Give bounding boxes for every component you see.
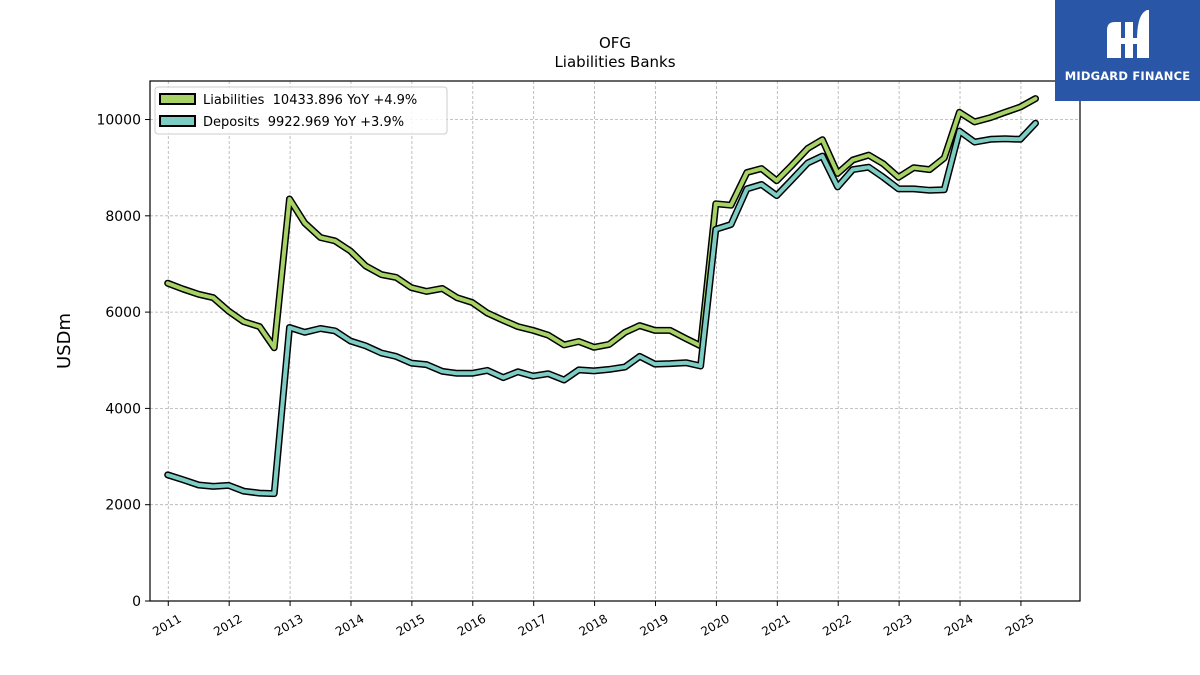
x-tick-label: 2012 (211, 611, 244, 638)
legend-swatch-deposits (159, 115, 196, 127)
chart-subtitle: Liabilities Banks (554, 53, 675, 71)
x-tick-label: 2019 (638, 611, 671, 638)
series-outline-deposits (164, 119, 1039, 498)
x-tick-label: 2022 (820, 611, 853, 638)
y-tick-label: 8000 (105, 209, 141, 225)
x-tick-label: 2015 (394, 611, 427, 638)
legend: Liabilities 10433.896 YoY +4.9% Deposits… (154, 86, 448, 135)
x-tick-label: 2021 (759, 611, 792, 638)
y-tick-label: 4000 (105, 401, 141, 417)
series-line-deposits (165, 121, 1038, 496)
x-tick-label: 2024 (942, 611, 975, 638)
y-tick-label: 2000 (105, 498, 141, 514)
y-tick-label: 10000 (96, 113, 141, 129)
brand-name: MIDGARD FINANCE (1064, 69, 1191, 83)
brand-mark-icon (1107, 10, 1149, 58)
chart-title: OFG (599, 34, 631, 52)
legend-swatch-liabilities (159, 93, 196, 105)
x-tick-label: 2011 (150, 611, 183, 638)
legend-box (154, 86, 448, 135)
series-lines (164, 95, 1039, 498)
legend-label-liabilities: Liabilities 10433.896 YoY +4.9% (203, 93, 417, 108)
y-tick-label: 6000 (105, 305, 141, 321)
x-tick-label: 2018 (577, 611, 610, 638)
brand-logo: MIDGARD FINANCE (1055, 0, 1200, 101)
x-tick-label: 2016 (455, 611, 488, 638)
x-tick-label: 2013 (272, 611, 305, 638)
x-tick-label: 2025 (1003, 611, 1036, 638)
series-outline-liabilities (164, 95, 1039, 352)
x-tick-label: 2023 (881, 611, 914, 638)
legend-label-deposits: Deposits 9922.969 YoY +3.9% (203, 115, 404, 130)
plot-frame (149, 80, 1081, 602)
x-tick-label: 2020 (698, 611, 731, 638)
x-tick-label: 2017 (516, 611, 549, 638)
y-axis-label: USDm (54, 313, 75, 369)
x-tick-label: 2014 (333, 611, 366, 638)
y-tick-label: 0 (132, 594, 141, 610)
series-line-liabilities (165, 96, 1038, 350)
